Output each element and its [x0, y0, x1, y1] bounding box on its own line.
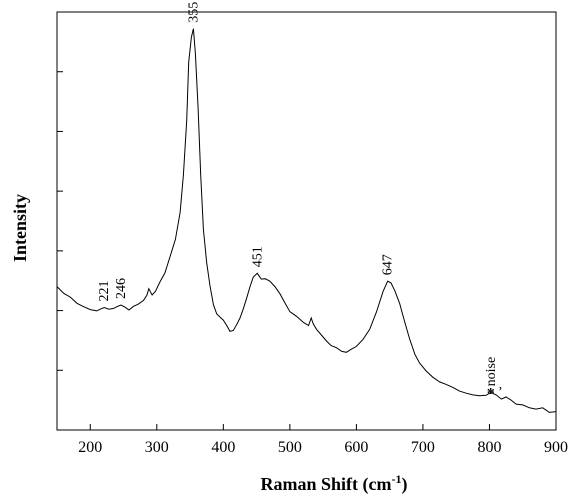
x-tick-label: 900	[544, 439, 568, 456]
comma-marker: ,	[499, 377, 503, 392]
x-tick-label: 300	[145, 439, 169, 456]
peak-label-451: 451	[250, 246, 265, 267]
peak-label-355: 355	[186, 2, 201, 23]
x-tick-label: 600	[344, 439, 368, 456]
peak-label-647: 647	[381, 254, 396, 275]
x-tick-label: 500	[278, 439, 302, 456]
plot-frame	[56, 11, 557, 431]
x-axis-title-superscript: -1	[392, 472, 402, 486]
y-axis-title-text: Intensity	[10, 194, 30, 262]
y-axis-title: Intensity	[10, 194, 30, 262]
x-tick-label: 700	[411, 439, 435, 456]
x-axis-title-main: Raman Shift (cm	[261, 474, 392, 495]
x-axis-title-close: )	[402, 474, 408, 495]
spectrum-line	[56, 28, 557, 413]
noise-annotation: noise	[484, 357, 499, 387]
peak-label-246: 246	[114, 278, 129, 299]
x-tick-label: 200	[78, 439, 102, 456]
peak-label-221: 221	[97, 281, 112, 302]
x-tick-label: 800	[477, 439, 501, 456]
peak-annotations: 355 221 246 451 647 noise*,	[97, 2, 502, 403]
y-axis	[57, 71, 63, 371]
asterisk-marker: *	[487, 385, 495, 402]
x-axis-title: Raman Shift (cm-1)	[261, 472, 408, 495]
x-axis: 200 300 400 500 600 700 800 900	[78, 424, 568, 456]
x-tick-label: 400	[211, 439, 235, 456]
